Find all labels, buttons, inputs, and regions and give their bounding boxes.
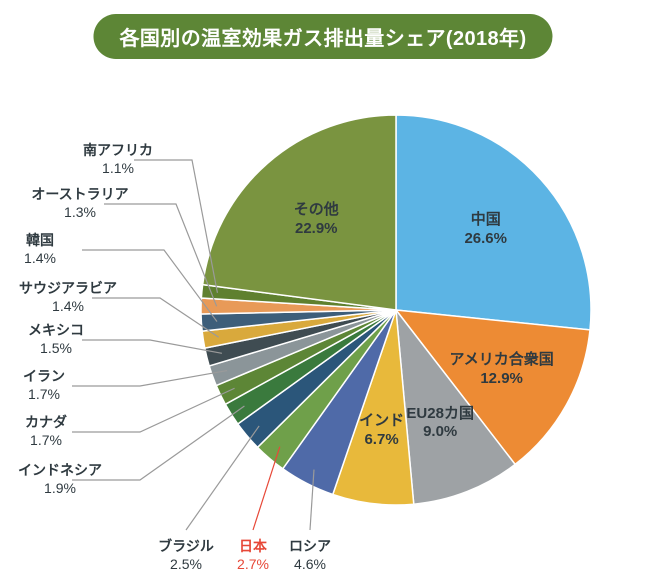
pie-chart: 中国26.6%アメリカ合衆国12.9%EU28カ国9.0%インド6.7%ロシア4… [0,0,646,580]
slice-name: アメリカ合衆国 [442,351,562,370]
outer-label: ブラジル2.5% [116,538,256,573]
slice-label: アメリカ合衆国12.9% [442,351,562,389]
slice-name: その他 [256,201,376,220]
leader-line [253,447,280,530]
slice-label: インド6.7% [322,412,442,450]
outer-label: インドネシア1.9% [0,462,130,497]
outer-label: オーストラリア1.3% [10,186,150,221]
slice-percent: 1.9% [0,480,130,498]
slice-name: 中国 [426,211,546,230]
slice-label: 中国26.6% [426,211,546,249]
slice-percent: 1.7% [0,386,114,404]
leader-line [186,426,259,530]
slice-percent: 1.7% [0,432,116,450]
slice-name: 南アフリカ [48,142,188,160]
outer-label: メキシコ1.5% [0,322,126,357]
slice-percent: 1.1% [48,160,188,178]
slice-name: イラン [0,368,114,386]
slice-name: カナダ [0,414,116,432]
slice-percent: 1.4% [0,250,110,268]
outer-label: イラン1.7% [0,368,114,403]
slice-label: その他22.9% [256,201,376,239]
slice-percent: 12.9% [442,370,562,389]
slice-percent: 2.5% [116,556,256,574]
slice-percent: 22.9% [256,220,376,239]
slice-name: ブラジル [116,538,256,556]
slice-name: メキシコ [0,322,126,340]
slice-name: サウジアラビア [0,280,138,298]
outer-label: 韓国1.4% [0,232,110,267]
slice-name: インドネシア [0,462,130,480]
outer-label: カナダ1.7% [0,414,116,449]
slice-percent: 26.6% [426,230,546,249]
slice-percent: 6.7% [322,431,442,450]
slice-name: オーストラリア [10,186,150,204]
outer-label: 南アフリカ1.1% [48,142,188,177]
outer-label: サウジアラビア1.4% [0,280,138,315]
slice-percent: 1.3% [10,204,150,222]
slice-percent: 1.5% [0,340,126,358]
slice-name: 韓国 [0,232,110,250]
slice-percent: 1.4% [0,298,138,316]
slice-name: インド [322,412,442,431]
